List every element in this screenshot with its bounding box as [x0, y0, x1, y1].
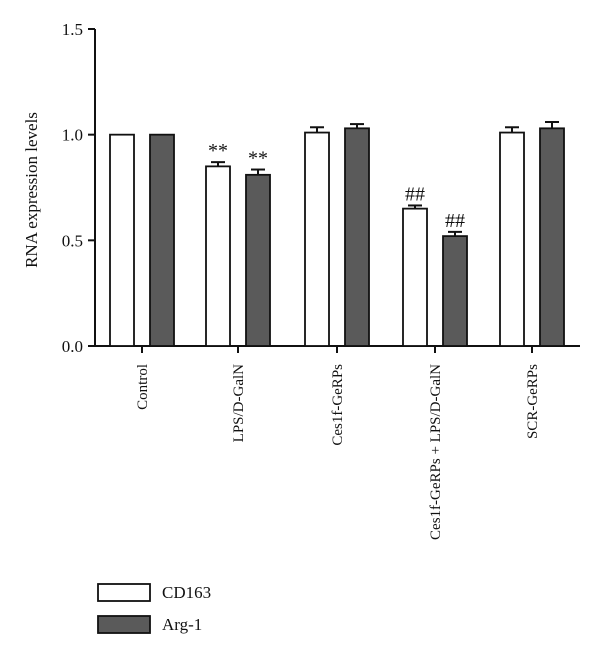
bar-arg-1: [245, 173, 271, 347]
legend-label: Arg-1: [162, 615, 202, 634]
y-tick-label: 1.5: [62, 20, 83, 39]
bar-arg-1: [344, 127, 370, 347]
legend: CD163 Arg-1: [97, 583, 211, 634]
x-tick-label: SCR-GeRPs: [525, 364, 541, 439]
x-tick-labels: Control LPS/D-GalN Ces1f-GeRPs Ces1f-GeRPs …: [135, 364, 541, 540]
legend-swatch: [97, 615, 151, 634]
significance-label: ##: [445, 210, 465, 232]
x-tick-label: Ces1f-GeRPs + LPS/D-GalN: [428, 364, 444, 540]
y-axis-label: RNA expression levels: [22, 112, 41, 268]
bar-arg-1: [149, 133, 175, 347]
bar-arg-1: [539, 127, 565, 347]
x-tick-label: LPS/D-GalN: [231, 364, 247, 443]
x-tick-label: Control: [135, 364, 151, 410]
bar-cd163: [109, 133, 135, 347]
bar-cd163: [499, 131, 525, 347]
bar-cd163: [205, 165, 231, 347]
legend-swatch: [97, 583, 151, 602]
bar-cd163: [402, 207, 428, 347]
legend-label: CD163: [162, 583, 211, 602]
bars: ** ** ## ##: [109, 120, 565, 347]
significance-label: **: [208, 140, 228, 162]
x-tick-label: Ces1f-GeRPs: [330, 364, 346, 446]
bar-arg-1: [442, 235, 468, 347]
bar-cd163: [304, 131, 330, 347]
significance-label: ##: [405, 183, 425, 205]
y-tick-label: 0.0: [62, 337, 83, 356]
y-tick-label: 1.0: [62, 126, 83, 145]
y-tick-label: 0.5: [62, 231, 83, 250]
significance-label: **: [248, 148, 268, 170]
